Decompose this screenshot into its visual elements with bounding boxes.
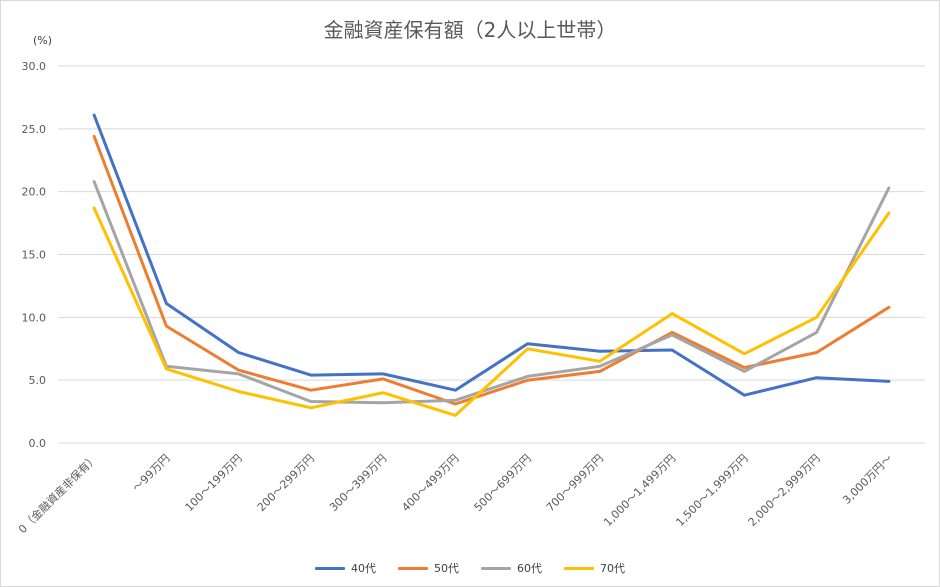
legend-swatch: [398, 566, 428, 570]
series-line: [92, 134, 891, 406]
y-axis-unit-label: (%): [33, 34, 53, 47]
y-tick-label: 25.0: [22, 123, 47, 136]
legend-swatch: [564, 566, 594, 570]
legend-item: 40代: [315, 560, 376, 576]
x-tick-label: 3,000万円～: [840, 452, 895, 507]
x-tick-label: 0（金融資産非保有）: [15, 451, 100, 536]
y-tick-label: 30.0: [22, 60, 47, 73]
series-line: [92, 113, 891, 397]
x-tick-label: 1,000～1,499万円: [601, 452, 678, 529]
y-tick-label: 5.0: [29, 374, 47, 387]
legend-swatch: [315, 566, 345, 570]
legend-label: 50代: [434, 562, 459, 575]
x-tick-label: 700～999万円: [544, 452, 606, 514]
y-tick-label: 20.0: [22, 186, 47, 199]
series-line: [92, 206, 891, 417]
legend-item: 70代: [564, 560, 625, 576]
y-tick-label: 15.0: [22, 249, 47, 262]
x-tick-label: 100～199万円: [183, 452, 245, 514]
x-tick-label: 500～699万円: [472, 452, 534, 514]
legend-swatch: [481, 566, 511, 570]
y-tick-label: 10.0: [22, 311, 47, 324]
legend-item: 60代: [481, 560, 542, 576]
x-tick-label: ～99万円: [130, 452, 172, 494]
x-tick-label: 1,500～1,999万円: [673, 452, 750, 529]
legend-label: 40代: [351, 562, 376, 575]
y-tick-label: 0.0: [29, 437, 47, 450]
chart-title: 金融資産保有額（2人以上世帯）: [323, 18, 617, 42]
x-tick-label: 200～299万円: [255, 452, 317, 514]
legend-item: 50代: [398, 560, 459, 576]
x-tick-label: 300～399万円: [327, 452, 389, 514]
legend-label: 60代: [517, 562, 542, 575]
x-tick-label: 2,000～2,999万円: [746, 452, 823, 529]
x-tick-label: 400～499万円: [399, 452, 461, 514]
legend-label: 70代: [600, 562, 625, 575]
chart-legend: 40代 50代 60代 70代: [0, 560, 940, 576]
series-line: [92, 180, 891, 405]
